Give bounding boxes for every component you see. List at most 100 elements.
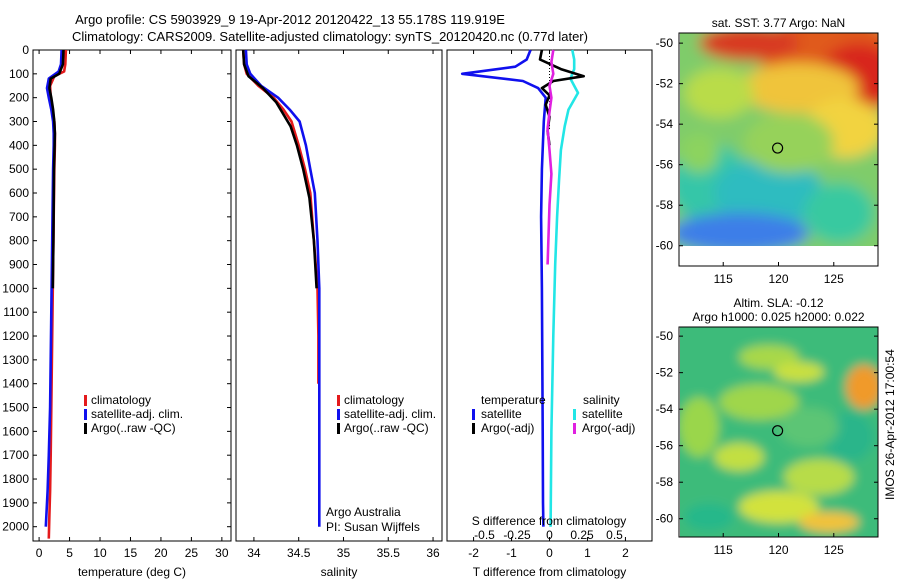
- field-blob: [680, 133, 719, 173]
- legend-swatch: [84, 409, 87, 420]
- y-tick-label: 1200: [2, 329, 29, 343]
- top-x-axis-label: S difference from climatology: [472, 514, 627, 528]
- x-tick-label: 115: [714, 543, 733, 557]
- figure-title-line-2: Climatology: CARS2009. Satellite-adjuste…: [72, 29, 588, 44]
- top-x-tick-label: 0.25: [570, 528, 594, 542]
- x-tick-label: 120: [768, 543, 788, 557]
- credit-line-2: PI: Susan Wijffels: [326, 520, 420, 534]
- y-tick-label: -50: [656, 329, 674, 343]
- y-tick-label: 0: [22, 43, 29, 57]
- field-blob: [714, 443, 764, 471]
- profile-location-marker: [772, 425, 784, 437]
- map-title: Argo h1000: 0.025 h2000: 0.022: [692, 310, 864, 324]
- profile-location-marker: [772, 142, 784, 154]
- x-tick-label: 115: [714, 272, 733, 286]
- credit-line-1: Argo Australia: [326, 505, 401, 519]
- series-line-satellite-adj-clim-: [244, 49, 321, 527]
- y-tick-label: 900: [9, 258, 29, 272]
- x-tick-label: 34: [247, 546, 261, 560]
- legend-label: Argo(-adj): [481, 421, 534, 435]
- legend-heading: temperature: [481, 393, 546, 407]
- y-tick-label: -56: [656, 439, 674, 453]
- field-blob: [774, 362, 824, 382]
- y-tick-label: 1900: [2, 496, 29, 510]
- y-tick-label: 300: [9, 115, 29, 129]
- legend-swatch: [472, 409, 475, 420]
- field-blob: [680, 397, 719, 457]
- legend-swatch: [84, 395, 87, 406]
- y-tick-label: -56: [656, 158, 674, 172]
- map-title: sat. SST: 3.77 Argo: NaN: [712, 16, 845, 30]
- x-tick-label: 120: [768, 272, 788, 286]
- sst_map-field: [680, 33, 878, 246]
- y-tick-label: -60: [656, 512, 674, 526]
- x-tick-label: 10: [93, 546, 107, 560]
- y-tick-label: 1600: [2, 424, 29, 438]
- x-tick-label: 2: [622, 546, 629, 560]
- field-blob: [804, 183, 874, 243]
- legend-swatch: [472, 423, 475, 434]
- y-tick-label: -58: [656, 198, 674, 212]
- y-tick-label: 1400: [2, 377, 29, 391]
- x-tick-label: 5: [66, 546, 73, 560]
- x-tick-label: 0: [36, 546, 43, 560]
- field-blob: [684, 503, 734, 531]
- sst_map-field-blur: [680, 33, 878, 246]
- y-tick-label: 500: [9, 162, 29, 176]
- y-tick-label: -50: [656, 36, 674, 50]
- legend-label: climatology: [344, 393, 404, 407]
- legend-swatch: [337, 409, 340, 420]
- map-title: Altim. SLA: -0.12: [733, 296, 823, 310]
- x-tick-label: 15: [124, 546, 138, 560]
- x-tick-label: -1: [506, 546, 517, 560]
- x-tick-label: 36: [426, 546, 440, 560]
- legend-swatch: [337, 423, 340, 434]
- y-tick-label: -52: [656, 77, 674, 91]
- difference-panel: -2 -1 0 1 2 T difference from climatology temp…: [446, 49, 653, 579]
- series-line-salinity-satellite: [549, 49, 580, 527]
- field-blob: [680, 213, 809, 246]
- y-tick-label: 800: [9, 234, 29, 248]
- field-blob: [719, 384, 799, 420]
- y-tick-label: -54: [656, 402, 674, 416]
- legend-swatch: [337, 395, 340, 406]
- x-tick-label: 25: [185, 546, 199, 560]
- x-tick-label: 34.5: [287, 546, 311, 560]
- x-tick-label: -2: [468, 546, 479, 560]
- series-line-salinity-argo-adj-: [546, 49, 555, 265]
- y-tick-label: -60: [656, 239, 674, 253]
- legend-label: satellite: [481, 407, 522, 421]
- y-tick-label: 100: [9, 67, 29, 81]
- legend-label: satellite-adj. clim.: [344, 407, 436, 421]
- legend-label: satellite: [582, 407, 623, 421]
- field-blob: [779, 407, 839, 447]
- no-data-area: [679, 246, 878, 266]
- legend-swatch: [84, 423, 87, 434]
- field-blob: [784, 459, 854, 495]
- field-blob: [799, 512, 859, 532]
- field-blob: [846, 365, 878, 409]
- figure-title-line-1: Argo profile: CS 5903929_9 19-Apr-2012 2…: [75, 12, 505, 27]
- field-blob: [739, 491, 819, 523]
- x-tick-label: 30: [215, 546, 229, 560]
- series-line-argo-raw-qc-: [241, 49, 318, 289]
- y-tick-label: 1800: [2, 472, 29, 486]
- series-line-temperature-satellite: [460, 49, 548, 527]
- top-x-tick-label: 0: [546, 528, 553, 542]
- sst-map-panel: sat. SST: 3.77 Argo: NaN -50 -52 -54 -56 -58 -…: [656, 16, 879, 286]
- y-tick-label: 1500: [2, 401, 29, 415]
- legend-label: climatology: [91, 393, 151, 407]
- field-blob: [744, 113, 834, 173]
- legend-label: Argo(-adj): [582, 421, 635, 435]
- y-tick-label: 1000: [2, 281, 29, 295]
- top-x-tick-label: -0.5: [474, 528, 495, 542]
- x-tick-label: 0: [546, 546, 553, 560]
- y-tick-label: 1700: [2, 448, 29, 462]
- field-blob: [684, 68, 754, 118]
- x-tick-label: 35: [337, 546, 351, 560]
- x-tick-label: 20: [154, 546, 168, 560]
- y-tick-label: 1100: [3, 305, 29, 319]
- legend-swatch: [573, 409, 576, 420]
